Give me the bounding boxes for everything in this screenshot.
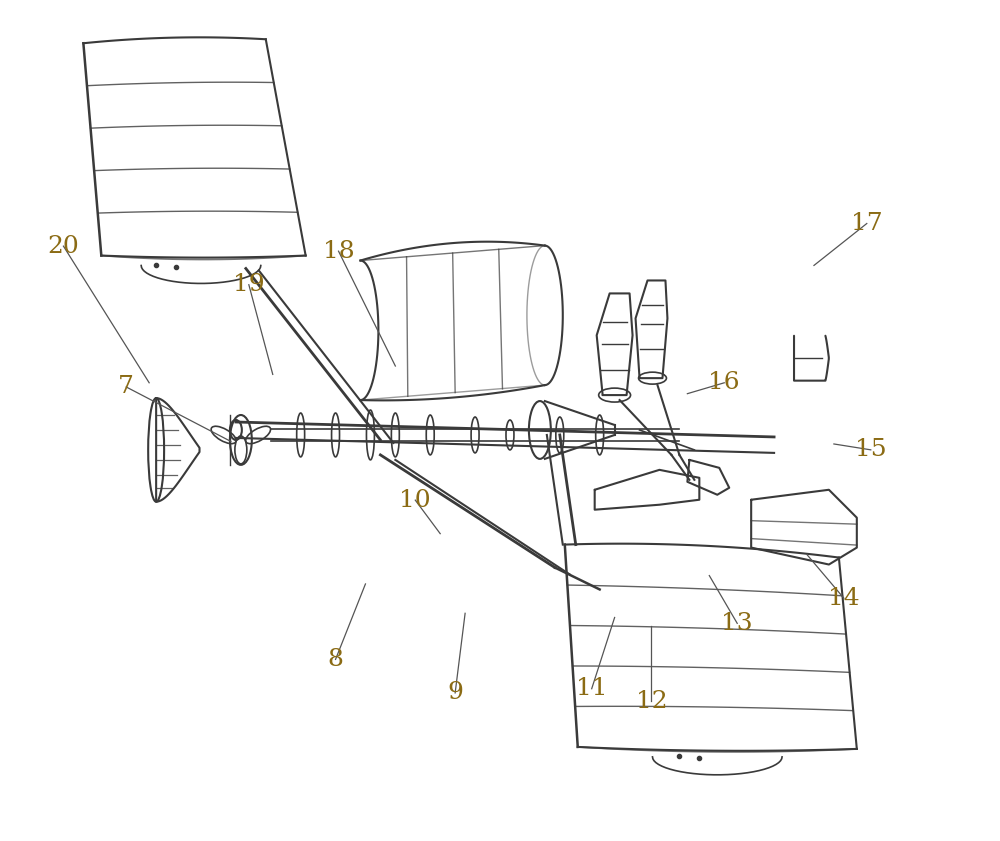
Text: 12: 12 (636, 690, 667, 713)
Text: 13: 13 (721, 612, 753, 635)
Text: 8: 8 (328, 648, 343, 671)
Text: 17: 17 (851, 212, 883, 235)
Text: 20: 20 (48, 235, 79, 257)
Text: 7: 7 (118, 375, 134, 399)
Text: 19: 19 (233, 273, 265, 296)
Text: 11: 11 (576, 677, 607, 701)
Text: 14: 14 (828, 587, 860, 610)
Text: 18: 18 (323, 240, 354, 262)
Text: 10: 10 (399, 489, 431, 511)
Text: 16: 16 (708, 371, 740, 394)
Text: 9: 9 (447, 681, 463, 705)
Text: 15: 15 (855, 438, 887, 462)
